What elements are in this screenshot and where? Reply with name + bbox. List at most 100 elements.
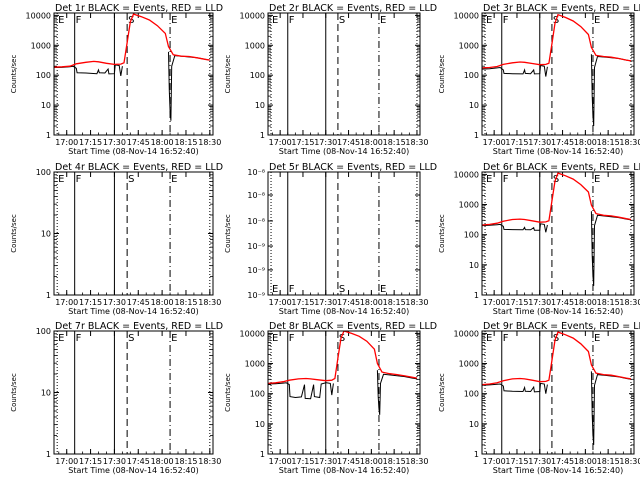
y-tick-label: 10⁻⁹: [247, 266, 265, 275]
y-tick-label: 1000: [245, 41, 265, 50]
events-series-line: [590, 54, 632, 127]
y-tick-label: 100: [36, 71, 51, 80]
y-tick-label: 10⁻⁸: [247, 217, 265, 226]
plot-frame: [53, 12, 214, 136]
panel-9: Det 9r BLACK = Events, RED = LLD Counts/s…: [438, 321, 640, 475]
x-tick-label: 17:45: [551, 298, 574, 307]
panel-3: Det 3r BLACK = Events, RED = LLD Counts/s…: [438, 3, 640, 156]
y-tick-label: 1: [46, 131, 51, 140]
event-line-label: F: [289, 15, 295, 26]
y-axis-label: Counts/sec: [224, 214, 232, 253]
events-series-line: [168, 51, 210, 121]
x-tick-label: 18:00: [360, 298, 383, 307]
y-tick-label: 100: [464, 71, 479, 80]
x-tick-label: 17:45: [127, 457, 150, 466]
y-axis-label: Counts/sec: [10, 214, 18, 253]
event-line-label: E: [58, 15, 64, 26]
x-axis-label: Start Time (08-Nov-14 16:52:40): [68, 147, 198, 156]
event-line-label: E: [58, 333, 64, 344]
event-line-label: F: [289, 284, 295, 295]
x-tick-label: 17:15: [505, 457, 528, 466]
y-tick-label: 1000: [459, 41, 479, 50]
panel-title: Det 9r BLACK = Events, RED = LLD: [483, 321, 640, 332]
y-tick-label: 1000: [459, 360, 479, 369]
x-tick-label: 18:30: [619, 138, 640, 147]
y-axis-label: Counts/sec: [224, 373, 232, 412]
y-tick-label: 1: [474, 291, 479, 300]
x-tick-label: 18:30: [198, 298, 221, 307]
x-tick-label: 17:30: [528, 138, 551, 147]
plot-frame: [53, 330, 214, 455]
y-tick-label: 10: [41, 101, 51, 110]
panel-title: Det 4r BLACK = Events, RED = LLD: [55, 162, 223, 173]
x-tick-label: 18:15: [174, 457, 197, 466]
panel-title: Det 5r BLACK = Events, RED = LLD: [269, 162, 437, 173]
event-line-label: F: [503, 333, 509, 344]
x-tick-label: 18:00: [360, 138, 383, 147]
x-tick-label: 18:00: [151, 138, 174, 147]
event-line-label: F: [289, 333, 295, 344]
x-tick-label: 17:15: [79, 457, 102, 466]
event-line-label: E: [171, 333, 177, 344]
lld-series-line: [482, 13, 632, 69]
lld-series-line: [268, 331, 418, 385]
plot-frame: [267, 330, 421, 455]
y-axis-label: Counts/sec: [438, 214, 446, 253]
y-tick-label: 10⁻⁹: [247, 291, 265, 300]
x-tick-label: 17:30: [314, 138, 337, 147]
x-axis-label: Start Time (08-Nov-14 16:52:40): [493, 307, 623, 316]
x-tick-label: 18:30: [198, 138, 221, 147]
y-tick-label: 10: [469, 261, 479, 270]
events-series-line: [590, 211, 632, 286]
event-line-label: S: [339, 15, 345, 26]
y-tick-label: 100: [464, 390, 479, 399]
y-tick-label: 1: [474, 131, 479, 140]
x-tick-label: 17:15: [505, 138, 528, 147]
x-tick-label: 17:30: [103, 457, 126, 466]
panel-title: Det 6r BLACK = Events, RED = LLD: [483, 162, 640, 173]
event-line-label: E: [272, 333, 278, 344]
x-axis-label: Start Time (08-Nov-14 16:52:40): [68, 466, 198, 475]
event-line-label: F: [503, 15, 509, 26]
y-axis-label: Counts/sec: [10, 55, 18, 94]
x-tick-label: 18:15: [383, 457, 406, 466]
x-tick-label: 17:30: [314, 298, 337, 307]
y-axis-label: Counts/sec: [438, 55, 446, 94]
event-line-label: E: [171, 174, 177, 185]
plot-frame: [53, 171, 214, 296]
x-tick-label: 18:00: [574, 298, 597, 307]
y-tick-label: 1: [474, 450, 479, 459]
x-tick-label: 17:15: [505, 298, 528, 307]
x-tick-label: 17:15: [291, 138, 314, 147]
x-tick-label: 17:30: [528, 298, 551, 307]
event-line-label: E: [58, 174, 64, 185]
x-tick-label: 17:15: [291, 298, 314, 307]
panel-title: Det 7r BLACK = Events, RED = LLD: [55, 321, 223, 332]
event-line-label: E: [486, 333, 492, 344]
plot-frame: [481, 171, 635, 296]
events-series-line: [54, 64, 123, 76]
y-tick-label: 10⁻⁸: [247, 168, 265, 177]
event-line-label: E: [171, 15, 177, 26]
x-tick-label: 17:15: [79, 298, 102, 307]
x-tick-label: 18:15: [597, 138, 620, 147]
x-axis-label: Start Time (08-Nov-14 16:52:40): [279, 147, 409, 156]
x-tick-label: 18:15: [383, 138, 406, 147]
x-tick-label: 18:00: [574, 457, 597, 466]
x-tick-label: 17:30: [528, 457, 551, 466]
y-tick-label: 10: [255, 420, 265, 429]
x-tick-label: 17:00: [483, 138, 506, 147]
panel-1: Det 1r BLACK = Events, RED = LLD Counts/s…: [10, 3, 223, 156]
x-tick-label: 17:30: [103, 138, 126, 147]
panel-title: Det 8r BLACK = Events, RED = LLD: [269, 321, 437, 332]
plot-frame: [481, 330, 635, 455]
y-tick-label: 10: [469, 420, 479, 429]
y-tick-label: 1000: [31, 41, 51, 50]
x-tick-label: 17:00: [269, 298, 292, 307]
event-line-label: E: [594, 333, 600, 344]
y-tick-label: 10: [469, 101, 479, 110]
x-tick-label: 17:00: [483, 457, 506, 466]
y-tick-label: 10⁻⁸: [247, 191, 265, 200]
y-tick-label: 10000: [26, 11, 51, 20]
